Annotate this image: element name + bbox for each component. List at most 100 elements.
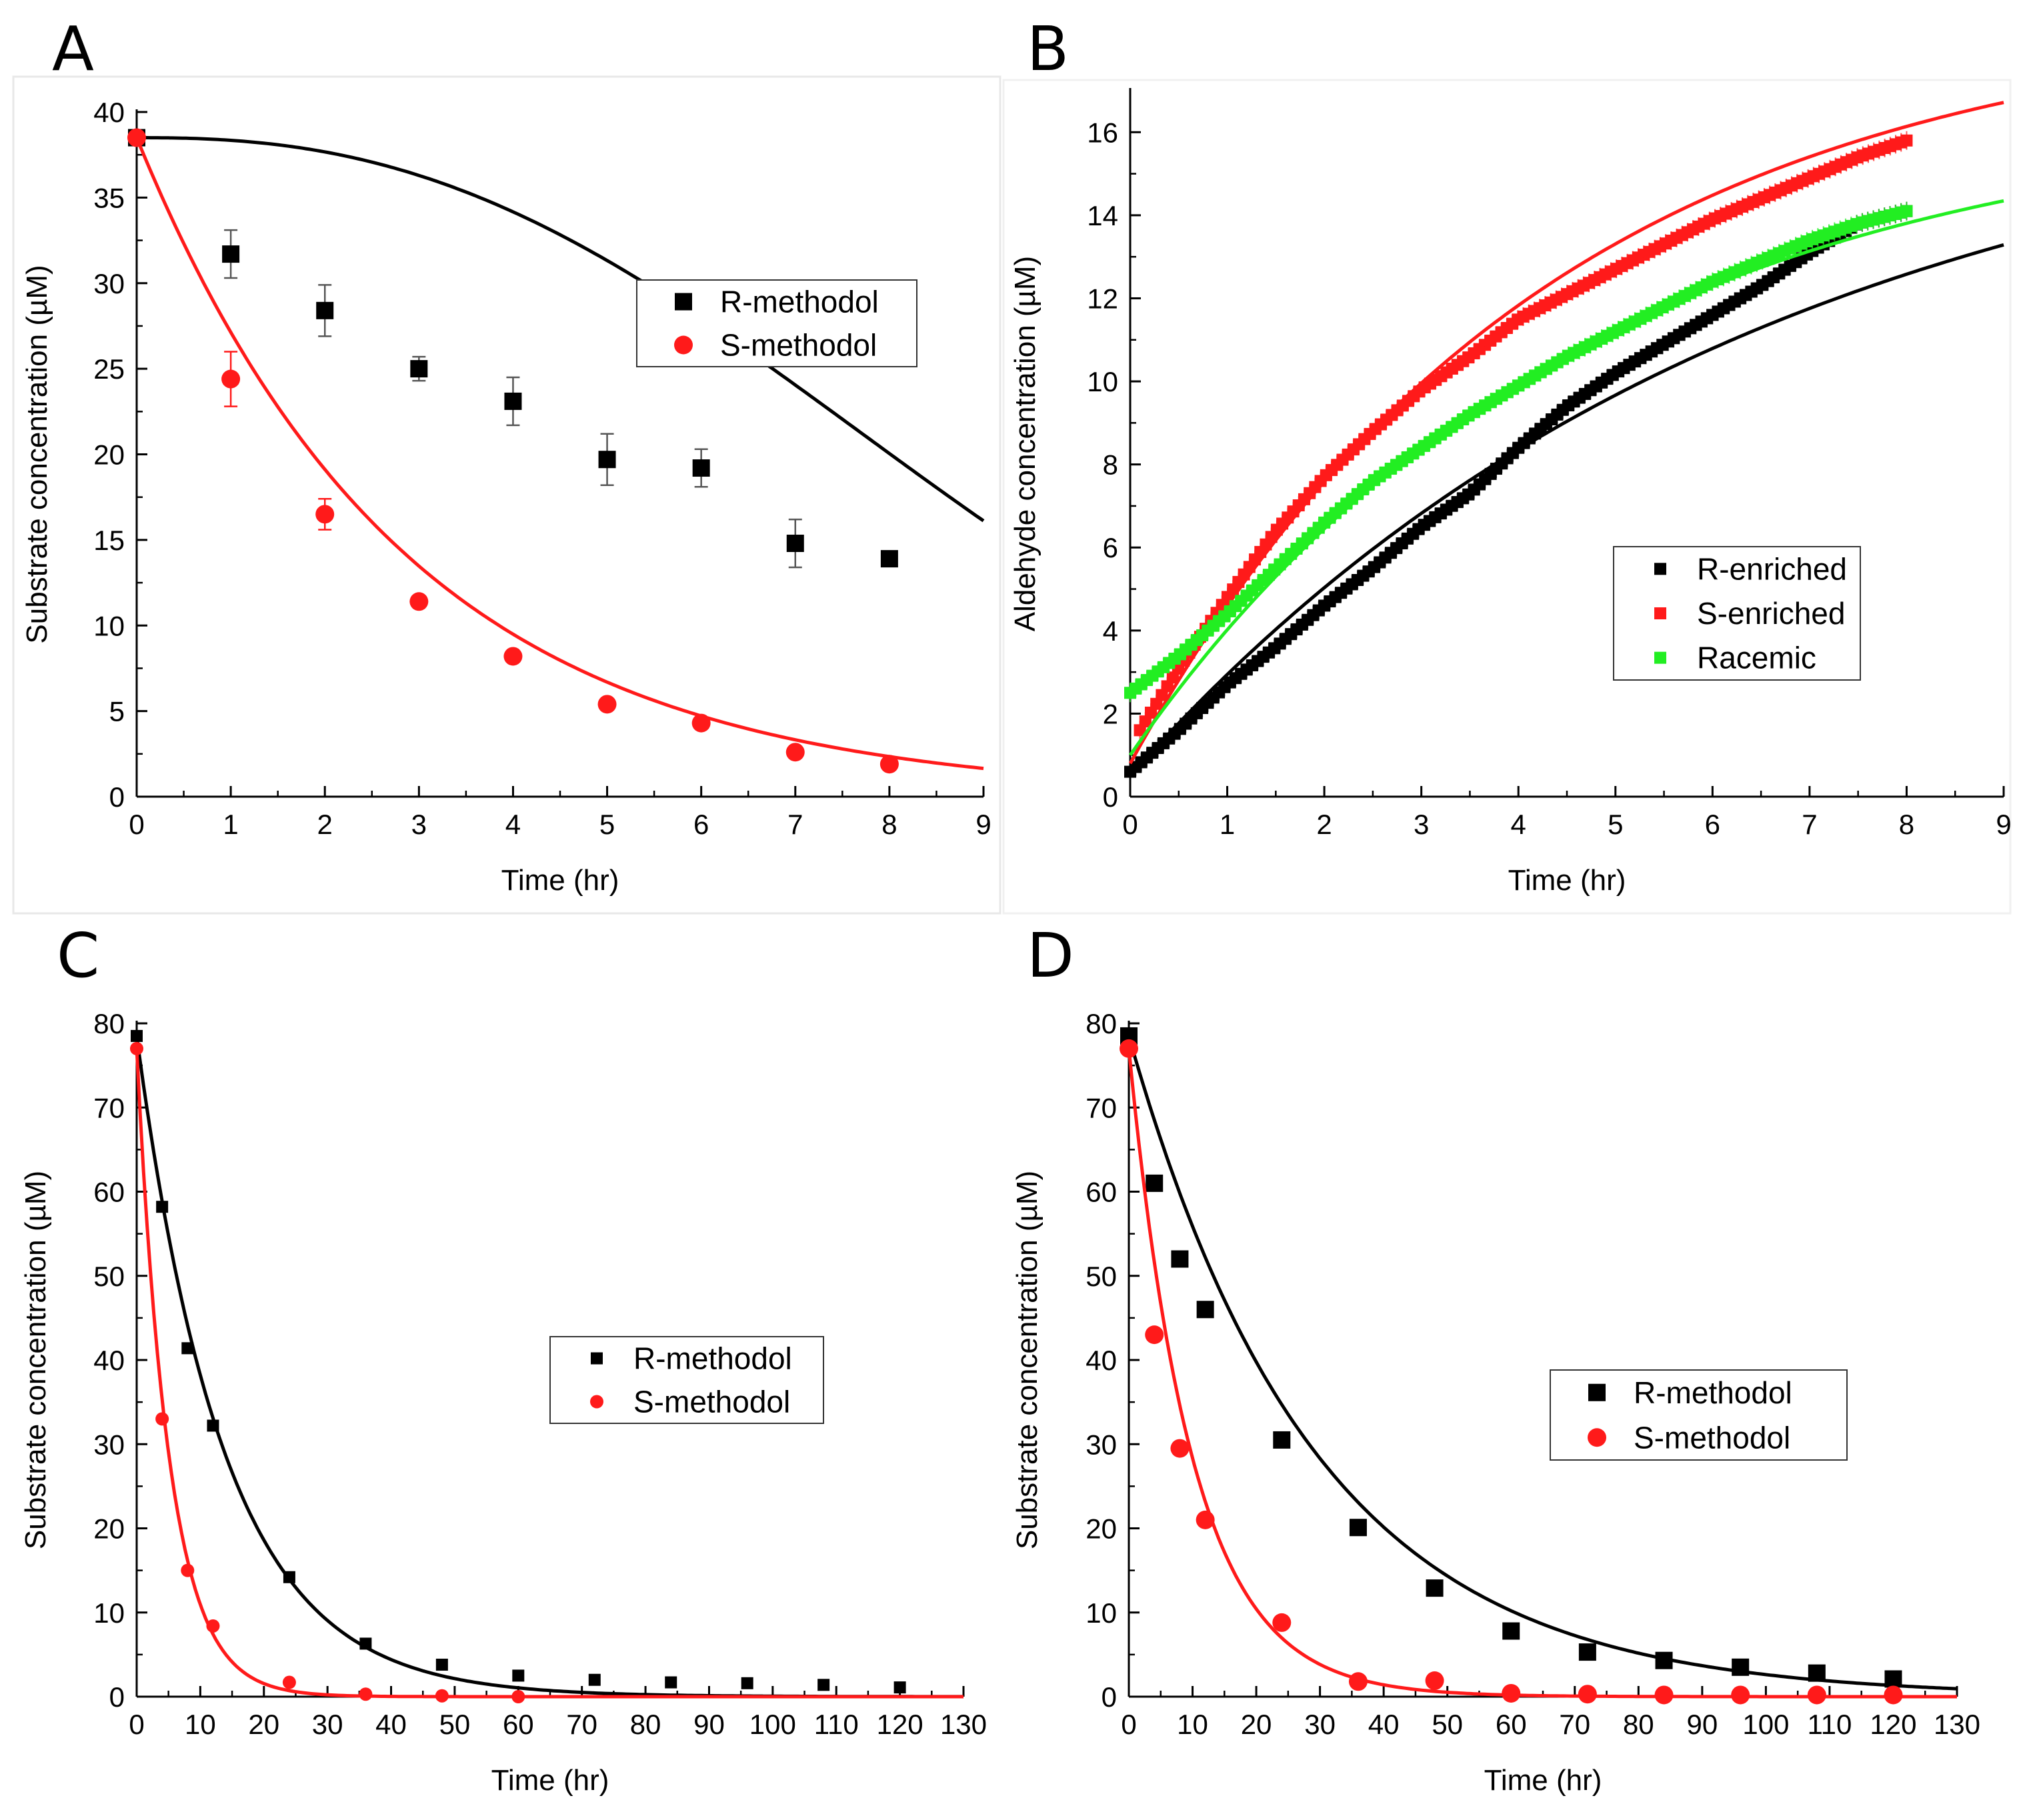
- legend-marker: [1654, 563, 1666, 575]
- x-tick-label: 5: [599, 809, 615, 840]
- y-tick-label: 30: [1086, 1429, 1117, 1460]
- y-tick-label: 0: [109, 1681, 125, 1713]
- x-tick-label: 6: [693, 809, 709, 840]
- x-tick-label: 10: [185, 1709, 216, 1740]
- legend-marker: [1588, 1428, 1606, 1447]
- panel-letter-c: C: [57, 920, 99, 991]
- data-point: [155, 1412, 169, 1426]
- data-point: [1348, 1672, 1368, 1691]
- data-point: [511, 1690, 525, 1703]
- y-tick-label: 5: [109, 696, 125, 727]
- fit-curve-r-enriched: [1129, 243, 2004, 777]
- data-point: [504, 392, 522, 410]
- panel-letter-d: D: [1027, 920, 1074, 991]
- data-point: [1808, 1664, 1826, 1682]
- x-tick-label: 80: [1623, 1709, 1654, 1740]
- y-tick-label: 10: [93, 1597, 125, 1629]
- x-tick-label: 90: [693, 1709, 725, 1740]
- x-axis-label: Time (hr): [1508, 864, 1626, 897]
- x-tick-label: 8: [881, 809, 897, 840]
- x-tick-label: 20: [248, 1709, 279, 1740]
- x-tick-label: 120: [1870, 1709, 1916, 1740]
- data-point: [359, 1687, 373, 1701]
- data-point: [879, 755, 899, 774]
- y-tick-label: 40: [1086, 1345, 1117, 1376]
- data-point: [785, 743, 805, 762]
- y-axis-label: Aldehyde concentration (µM): [1009, 256, 1042, 631]
- data-point: [1884, 1670, 1902, 1688]
- data-point: [181, 1563, 195, 1577]
- x-tick-label: 5: [1608, 809, 1623, 840]
- data-point: [1578, 1643, 1596, 1661]
- x-tick-label: 40: [375, 1709, 407, 1740]
- x-tick-label: 6: [1705, 809, 1720, 840]
- x-tick-label: 50: [1432, 1709, 1463, 1740]
- x-tick-label: 7: [1802, 809, 1817, 840]
- data-point: [1145, 1325, 1164, 1345]
- fit-curve-r-methodol: [1127, 1035, 1958, 1691]
- legend-marker: [674, 335, 693, 355]
- y-tick-label: 14: [1087, 200, 1118, 231]
- y-tick-label: 80: [1086, 1008, 1117, 1039]
- data-point: [1502, 1622, 1520, 1640]
- x-tick-label: 9: [1996, 809, 2011, 840]
- legend-label: S-methodol: [633, 1385, 790, 1419]
- y-tick-label: 40: [93, 97, 125, 128]
- y-tick-label: 12: [1087, 283, 1118, 314]
- data-point: [1196, 1301, 1214, 1319]
- data-point: [1196, 1510, 1215, 1529]
- panel-frame-b: [1002, 79, 2012, 915]
- data-point: [1171, 1250, 1189, 1268]
- legend-marker: [590, 1395, 603, 1409]
- x-tick-label: 70: [566, 1709, 597, 1740]
- legend-label: Racemic: [1697, 641, 1816, 675]
- data-point: [1654, 1685, 1674, 1705]
- data-point: [880, 550, 898, 568]
- legend-label: R-enriched: [1697, 551, 1847, 586]
- data-point: [1807, 1685, 1826, 1705]
- data-point: [665, 1676, 677, 1689]
- x-tick-label: 30: [312, 1709, 343, 1740]
- data-point: [817, 1679, 830, 1691]
- data-point: [1900, 134, 1913, 147]
- legend-marker: [675, 293, 692, 311]
- x-tick-label: 3: [1414, 809, 1429, 840]
- data-point: [691, 713, 711, 733]
- y-tick-label: 8: [1103, 449, 1118, 481]
- x-tick-label: 30: [1304, 1709, 1336, 1740]
- x-tick-label: 1: [223, 809, 238, 840]
- x-tick-label: 2: [1316, 809, 1332, 840]
- y-tick-label: 40: [93, 1345, 125, 1376]
- data-point: [786, 535, 804, 553]
- x-tick-label: 7: [787, 809, 803, 840]
- panel-letter-b: B: [1027, 13, 1069, 85]
- data-point: [1170, 1439, 1190, 1458]
- y-tick-label: 0: [1103, 781, 1118, 813]
- x-tick-label: 0: [1122, 809, 1138, 840]
- data-point: [588, 1673, 601, 1686]
- data-point: [435, 1659, 448, 1671]
- x-tick-label: 0: [129, 1709, 144, 1740]
- y-tick-label: 20: [1086, 1513, 1117, 1545]
- data-point: [1426, 1579, 1444, 1597]
- y-axis-label: Substrate concentration (µM): [21, 265, 53, 643]
- data-point: [1425, 1671, 1444, 1691]
- x-tick-label: 9: [975, 809, 991, 840]
- panel-d: 0 10 20 30 40 50 60 70 80 90 100 110 120 130 0 10 20 30 40…: [1011, 1008, 1980, 1797]
- data-point: [1578, 1685, 1597, 1704]
- panel-a: 0 1 2 3 4 5 6 7 8 9 0 5 10 15 20 25 30 35 40 Time (hr) Subst…: [21, 97, 991, 897]
- data-point: [359, 1637, 372, 1650]
- data-point: [221, 369, 241, 389]
- data-point: [598, 451, 616, 469]
- x-tick-label: 90: [1686, 1709, 1718, 1740]
- x-tick-label: 10: [1177, 1709, 1208, 1740]
- data-point: [1884, 1685, 1903, 1705]
- x-tick-label: 100: [749, 1709, 796, 1740]
- data-point: [131, 1029, 143, 1042]
- data-point: [127, 128, 146, 147]
- x-tick-label: 110: [814, 1709, 859, 1740]
- x-tick-label: 20: [1241, 1709, 1272, 1740]
- x-tick-label: 0: [129, 809, 144, 840]
- legend-marker: [1588, 1383, 1606, 1401]
